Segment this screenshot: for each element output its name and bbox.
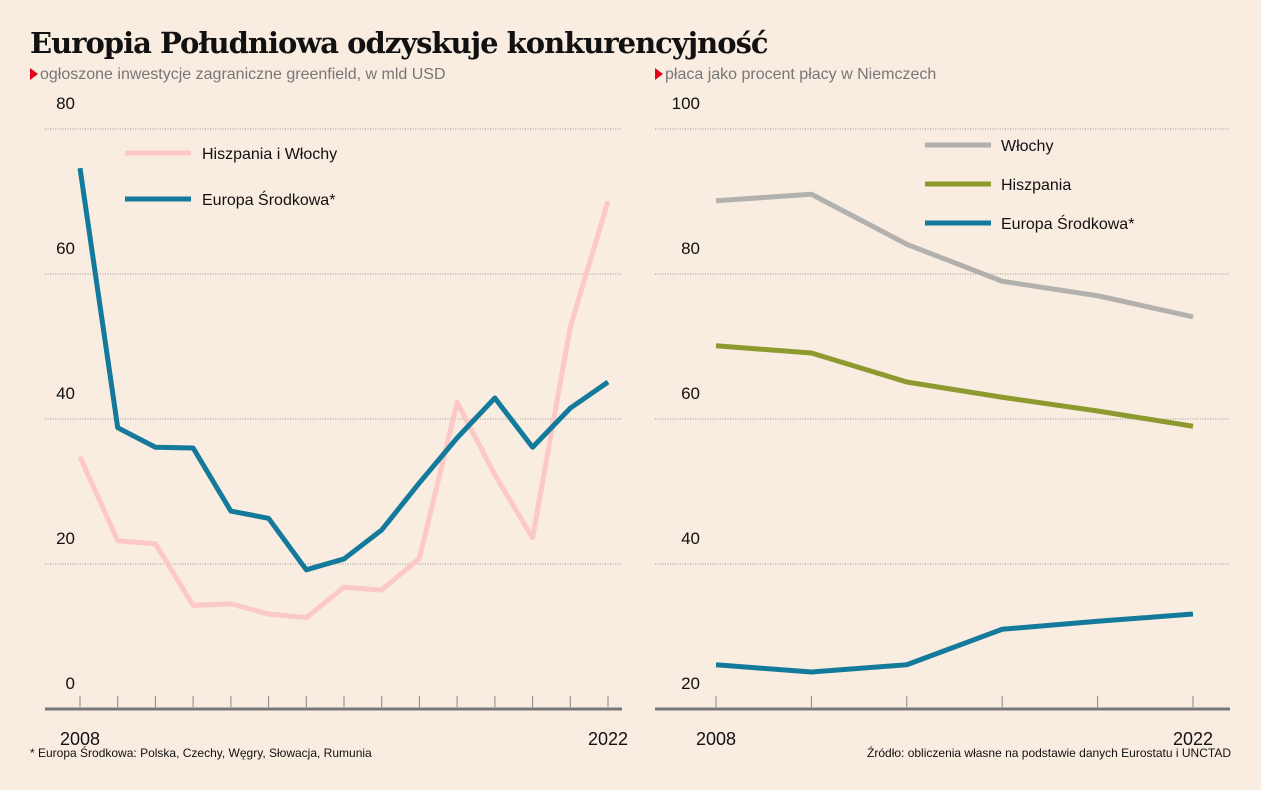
series-line-1 — [77, 167, 610, 573]
y-tick-label: 20 — [56, 529, 75, 548]
series-line-0 — [77, 200, 611, 621]
left-subtitle-text: ogłoszone inwestycje zagraniczne greenfi… — [40, 66, 446, 83]
y-tick-label: 60 — [681, 384, 700, 403]
y-tick-label: 20 — [681, 674, 700, 693]
x-tick-label: 2022 — [1173, 729, 1213, 749]
footnote: * Europa Środkowa: Polska, Czechy, Węgry… — [30, 746, 372, 760]
right-subtitle: płaca jako procent płacy w Niemczech — [655, 66, 936, 84]
x-tick-label: 2008 — [696, 729, 736, 749]
legend-label: Hiszpania i Włochy — [202, 146, 337, 163]
legend-label: Europa Środkowa* — [202, 190, 335, 209]
left-subtitle: ogłoszone inwestycje zagraniczne greenfi… — [30, 66, 446, 84]
y-tick-label: 60 — [56, 239, 75, 258]
series-line-2 — [715, 611, 1194, 675]
triangle-marker-icon — [30, 68, 38, 80]
series-line-1 — [715, 343, 1194, 429]
right-subtitle-text: płaca jako procent płacy w Niemczech — [665, 66, 937, 83]
y-tick-label: 0 — [66, 674, 75, 693]
y-tick-label: 40 — [56, 384, 75, 403]
y-tick-label: 80 — [56, 94, 75, 113]
legend-label: Hiszpania — [1001, 177, 1071, 194]
x-tick-label: 2022 — [588, 729, 628, 749]
y-tick-label: 80 — [681, 239, 700, 258]
triangle-marker-icon — [655, 68, 663, 80]
legend-label: Włochy — [1001, 138, 1053, 155]
y-tick-label: 40 — [681, 529, 700, 548]
source-note: Źródło: obliczenia własne na podstawie d… — [867, 746, 1231, 760]
y-tick-label: 100 — [672, 94, 700, 113]
series-line-0 — [715, 191, 1194, 320]
chart-title: Europia Południowa odzyskuje konkurencyj… — [30, 26, 769, 60]
legend-label: Europa Środkowa* — [1001, 214, 1134, 233]
x-tick-label: 2008 — [60, 729, 100, 749]
